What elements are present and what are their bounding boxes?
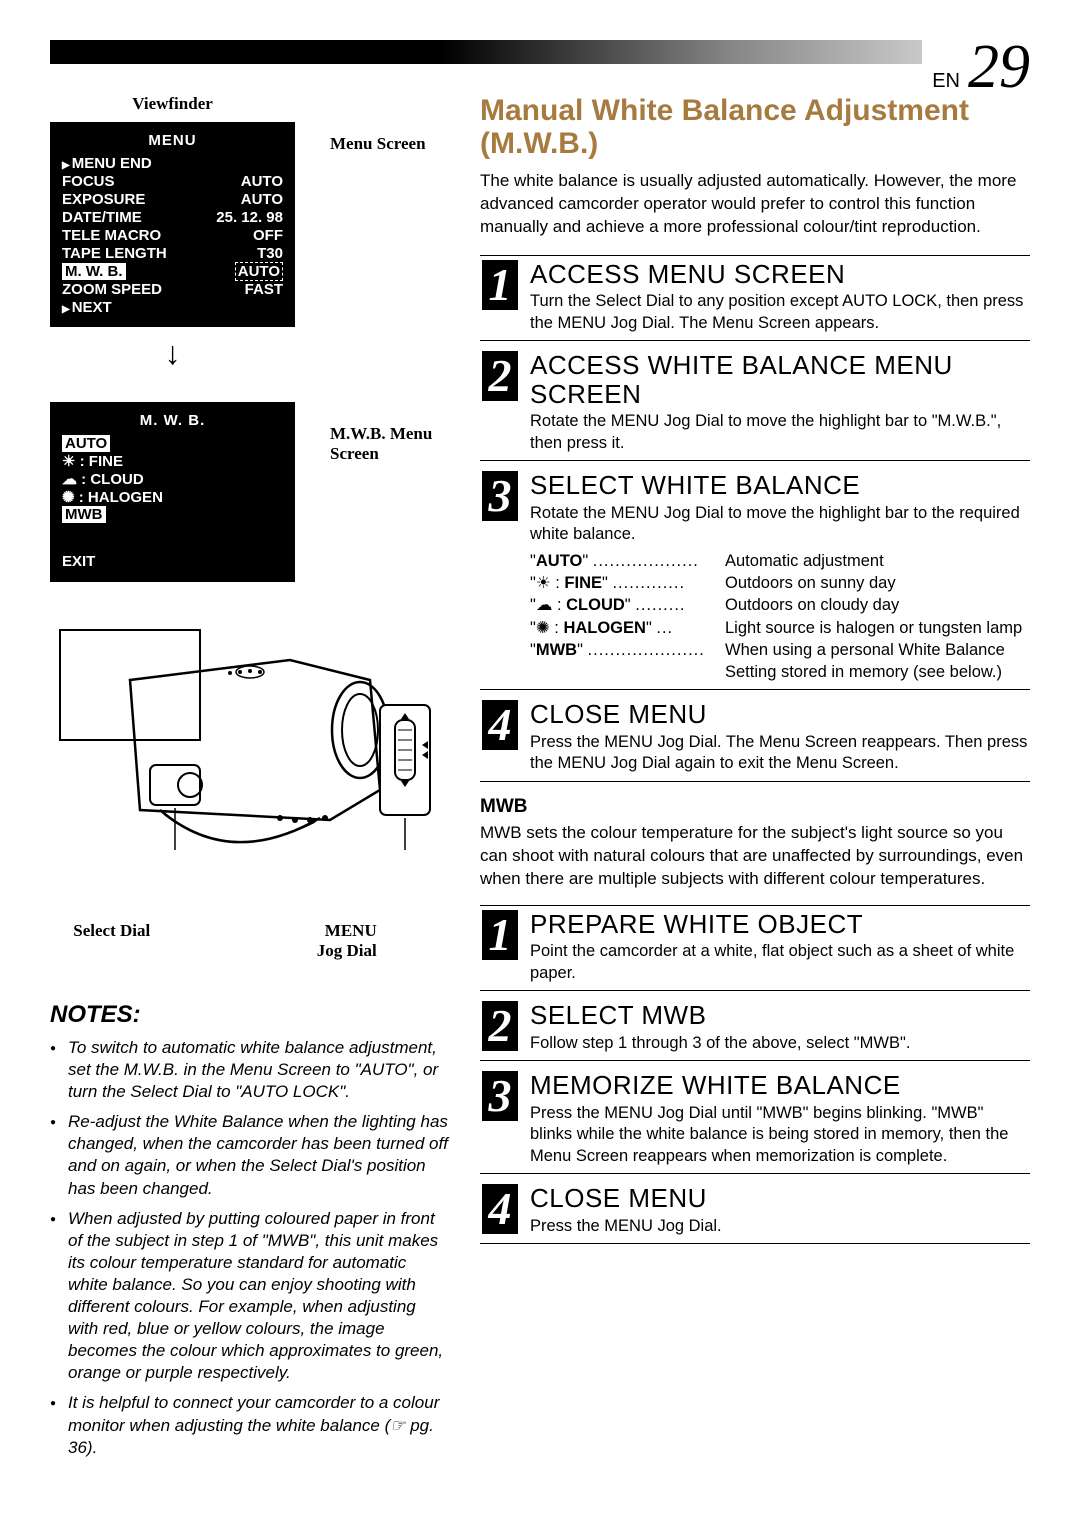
- step-body: Rotate the MENU Jog Dial to move the hig…: [530, 411, 1030, 454]
- step-block: 3 SELECT WHITE BALANCE Rotate the MENU Jog…: [480, 467, 1030, 690]
- lcd-row: ☁ : CLOUD: [62, 470, 283, 488]
- lcd-mwb-screen: M. W. B. AUTO☀ : FINE☁ : CLOUD✺ : HALOGE…: [50, 402, 295, 582]
- note-item: It is helpful to connect your camcorder …: [50, 1392, 450, 1458]
- note-item: When adjusted by putting coloured paper …: [50, 1208, 450, 1385]
- step-block: 4 CLOSE MENU Press the MENU Jog Dial. The …: [480, 696, 1030, 781]
- mwb-menu-label: M.W.B. Menu Screen: [330, 424, 450, 464]
- page-number: 29: [968, 32, 1030, 103]
- lcd-row: AUTO: [62, 435, 283, 452]
- lcd-row: FOCUSAUTO: [62, 173, 283, 191]
- lcd-row: ZOOM SPEEDFAST: [62, 281, 283, 299]
- section-title: Manual White Balance Adjustment (M.W.B.): [480, 94, 1030, 160]
- steps-group-1: 1 ACCESS MENU SCREENTurn the Select Dial …: [480, 255, 1030, 782]
- step-body: Press the MENU Jog Dial.: [530, 1216, 1030, 1237]
- step-heading: ACCESS MENU SCREEN: [530, 260, 1030, 289]
- page-en-label: EN: [932, 70, 960, 93]
- lcd-row: ✺ : HALOGEN: [62, 488, 283, 506]
- mwb-subheading: MWB: [480, 796, 1030, 818]
- camcorder-illustration: Select Dial MENU Jog Dial: [50, 610, 450, 961]
- step-body: Follow step 1 through 3 of the above, se…: [530, 1033, 1030, 1054]
- step-number: 1: [482, 260, 518, 310]
- step-heading: CLOSE MENU: [530, 700, 1030, 729]
- lcd-menu-screen: MENU ▶MENU ENDFOCUSAUTOEXPOSUREAUTODATE/…: [50, 122, 295, 327]
- steps-group-2: 1 PREPARE WHITE OBJECTPoint the camcorder…: [480, 905, 1030, 1244]
- header-bar: EN 29: [50, 40, 1030, 64]
- jog-dial-label-sub: Jog Dial: [317, 941, 377, 961]
- lcd-row: TELE MACROOFF: [62, 227, 283, 245]
- step-number: 4: [482, 700, 518, 750]
- step-heading: SELECT MWB: [530, 1001, 1030, 1030]
- step-number: 4: [482, 1184, 518, 1234]
- step-heading: MEMORIZE WHITE BALANCE: [530, 1071, 1030, 1100]
- step-block: 3 MEMORIZE WHITE BALANCE Press the MENU Jo…: [480, 1067, 1030, 1174]
- lcd1-title: MENU: [62, 132, 283, 149]
- down-arrow-icon: ↓: [50, 335, 295, 372]
- lcd-row: TAPE LENGTHT30: [62, 245, 283, 263]
- step-block: 4 CLOSE MENU Press the MENU Jog Dial.: [480, 1180, 1030, 1244]
- note-item: To switch to automatic white balance adj…: [50, 1037, 450, 1103]
- step-block: 2ACCESS WHITE BALANCE MENU SCREENRotate …: [480, 347, 1030, 461]
- step-body: Press the MENU Jog Dial until "MWB" begi…: [530, 1103, 1030, 1167]
- lcd-row: ▶NEXT: [62, 299, 283, 317]
- step-block: 2 SELECT MWB Follow step 1 through 3 of th…: [480, 997, 1030, 1061]
- step-body: Press the MENU Jog Dial. The Menu Screen…: [530, 732, 1030, 775]
- step-number: 3: [482, 1071, 518, 1121]
- select-dial-label: Select Dial: [73, 921, 150, 961]
- page-number-wrap: EN 29: [922, 32, 1030, 103]
- step-number: 1: [482, 910, 518, 960]
- note-item: Re-adjust the White Balance when the lig…: [50, 1111, 450, 1199]
- step-number: 3: [482, 471, 518, 521]
- lcd2-exit: EXIT: [62, 553, 283, 570]
- white-balance-table: "AUTO" ...................Automatic adju…: [530, 550, 1030, 684]
- step-body: Point the camcorder at a white, flat obj…: [530, 941, 1030, 984]
- notes-heading: NOTES:: [50, 1001, 450, 1029]
- step-heading: CLOSE MENU: [530, 1184, 1030, 1213]
- lcd-row: DATE/TIME25. 12. 98: [62, 209, 283, 227]
- step-number: 2: [482, 351, 518, 401]
- step-block: 1 ACCESS MENU SCREENTurn the Select Dial …: [480, 255, 1030, 341]
- lcd-row: EXPOSUREAUTO: [62, 191, 283, 209]
- lcd-row: M. W. B.AUTO: [62, 263, 283, 281]
- mwb-body-text: MWB sets the colour temperature for the …: [480, 822, 1030, 891]
- step-body: Turn the Select Dial to any position exc…: [530, 291, 1030, 334]
- lcd-row: ▶MENU END: [62, 155, 283, 173]
- viewfinder-label: Viewfinder: [50, 94, 295, 114]
- step-number: 2: [482, 1001, 518, 1051]
- intro-text: The white balance is usually adjusted au…: [480, 170, 1030, 239]
- step-heading: PREPARE WHITE OBJECT: [530, 910, 1030, 939]
- notes-list: To switch to automatic white balance adj…: [50, 1037, 450, 1459]
- lcd2-title: M. W. B.: [62, 412, 283, 429]
- menu-screen-label: Menu Screen: [330, 134, 426, 154]
- lcd-row: MWB: [62, 506, 283, 523]
- step-block: 1 PREPARE WHITE OBJECTPoint the camcorder…: [480, 905, 1030, 991]
- step-heading: ACCESS WHITE BALANCE MENU SCREEN: [530, 351, 1030, 408]
- lcd-row: ☀ : FINE: [62, 452, 283, 470]
- step-heading: SELECT WHITE BALANCE: [530, 471, 1030, 500]
- jog-dial-label-menu: MENU: [317, 921, 377, 941]
- step-body: Rotate the MENU Jog Dial to move the hig…: [530, 503, 1030, 546]
